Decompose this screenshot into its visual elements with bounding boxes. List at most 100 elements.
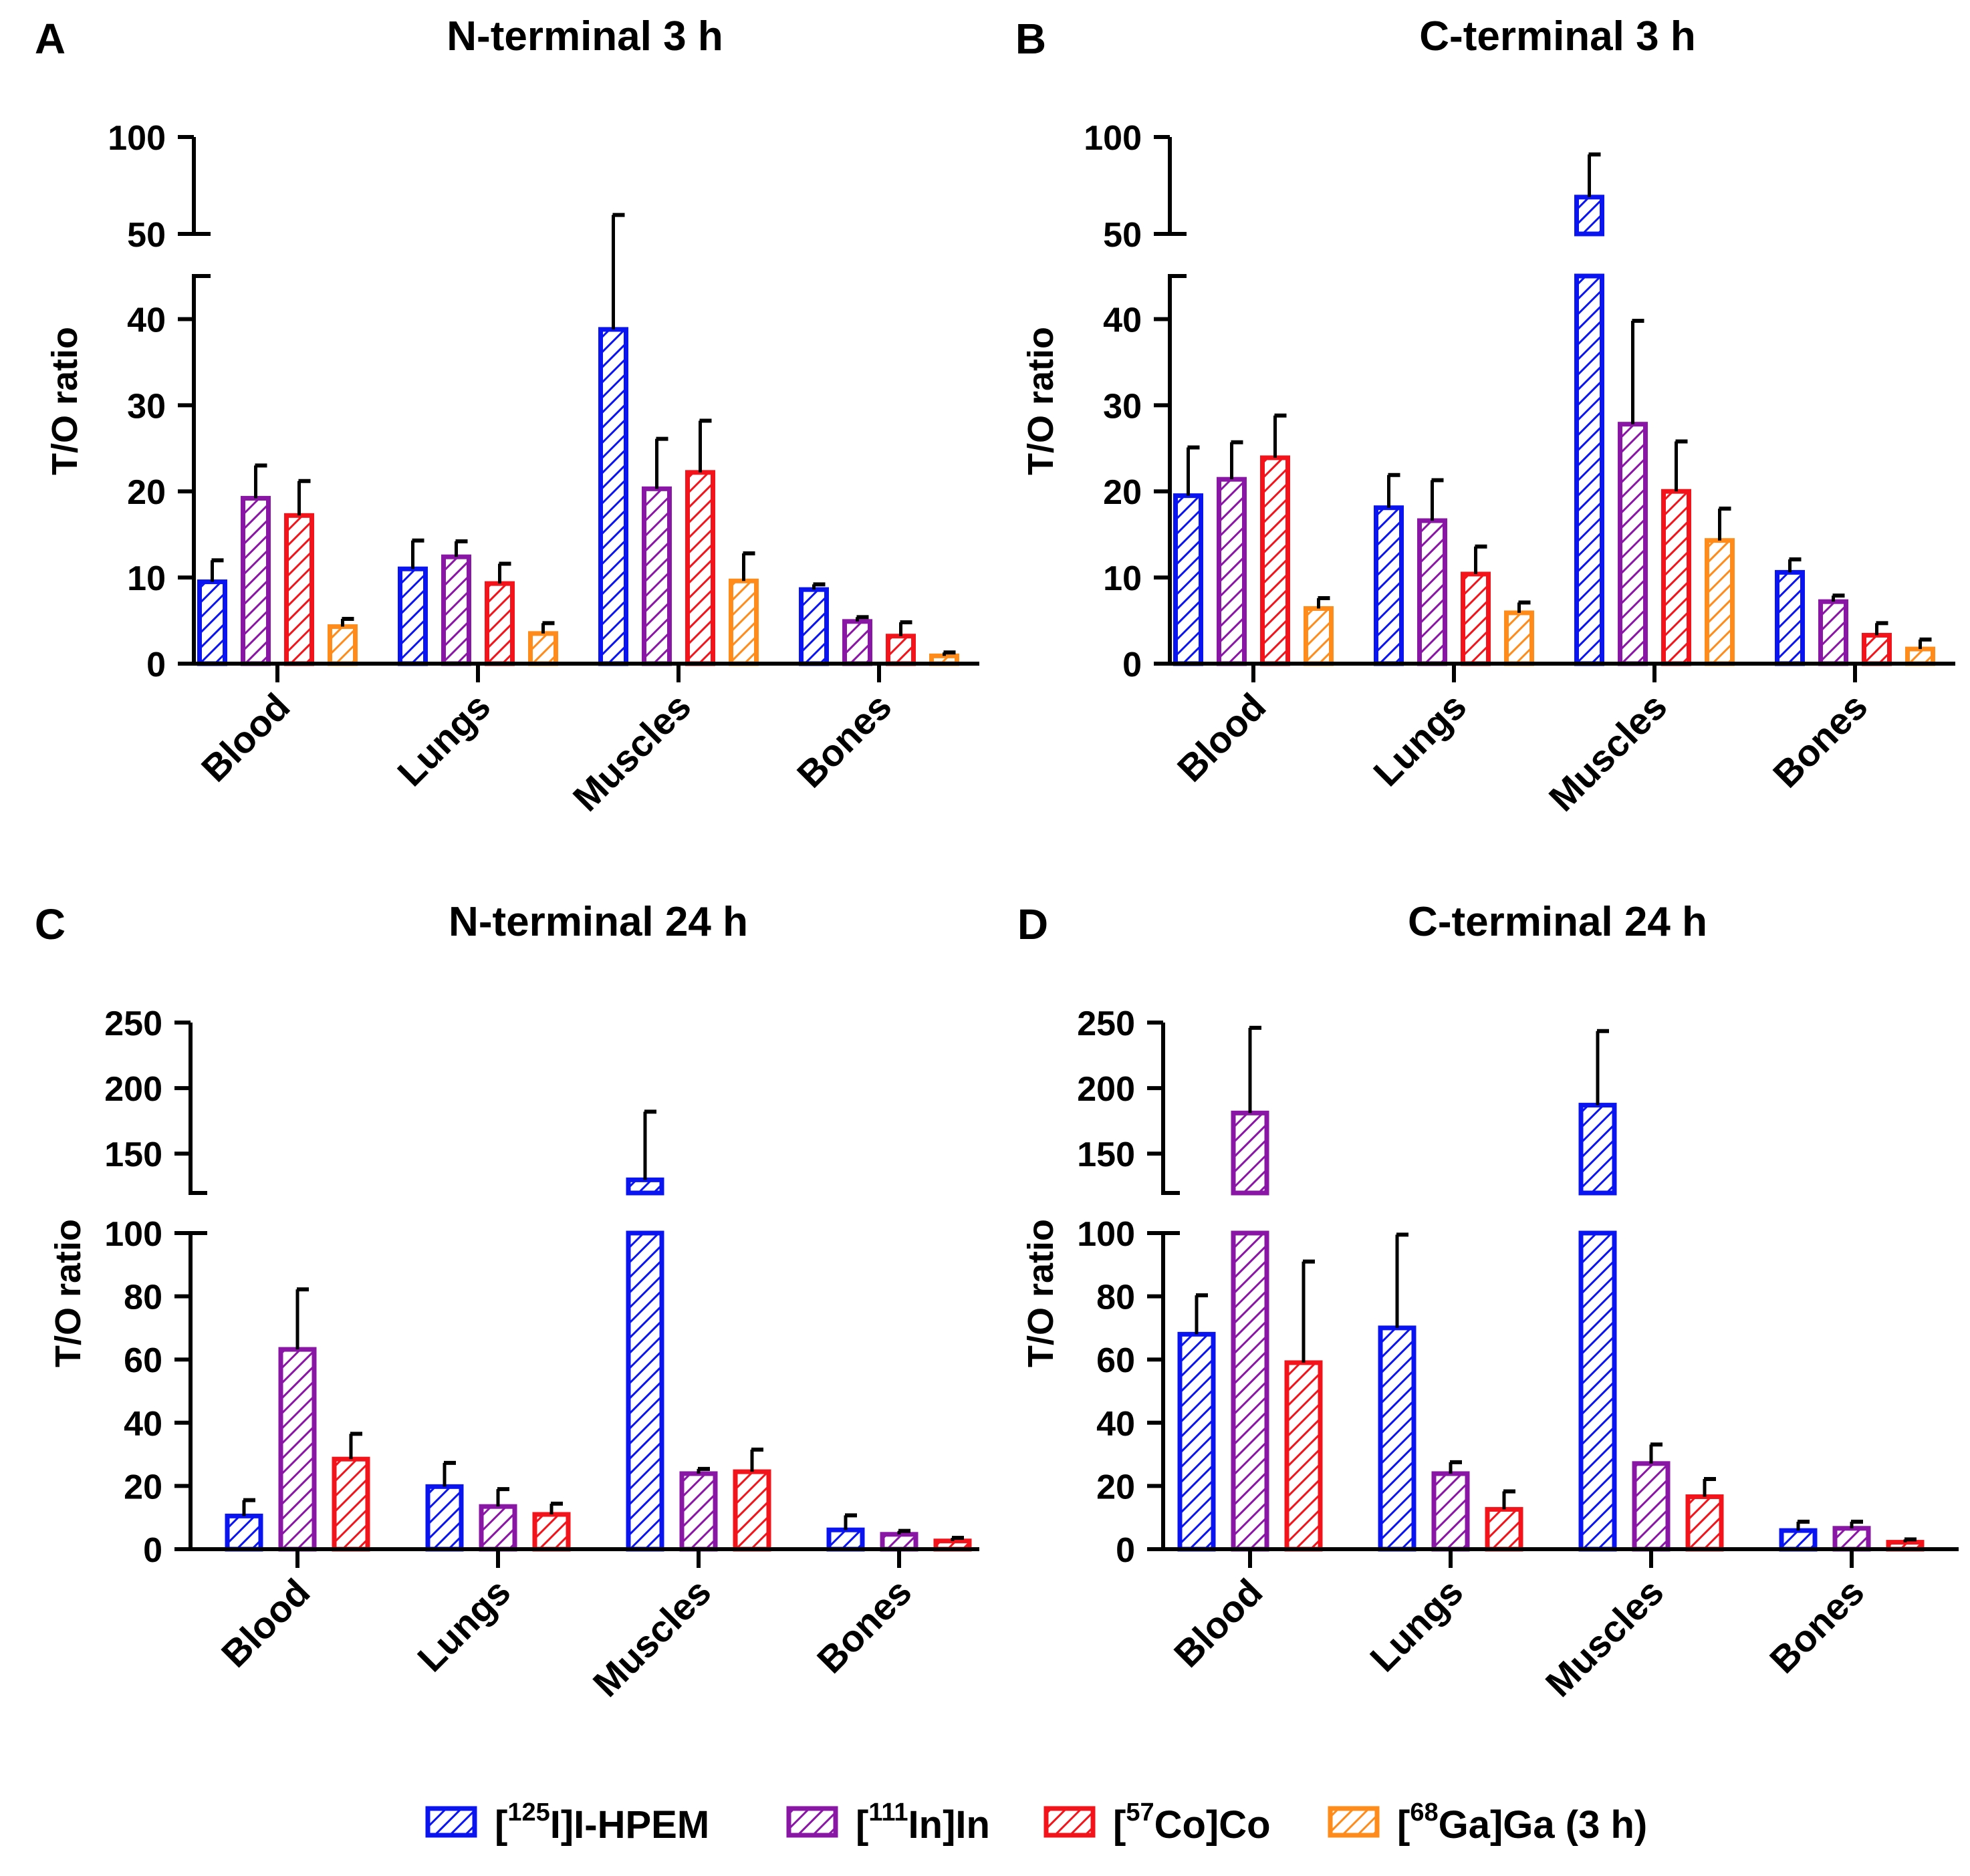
chart-panel-A: A N-terminal 3 h T/O ratio 0 10 20 30 40 50 100 Bl… <box>35 13 979 819</box>
bar-rect <box>1231 1110 1269 1196</box>
y-tick-label: 50 <box>127 216 166 255</box>
chart-title: N-terminal 24 h <box>449 899 748 945</box>
panel-letter: C <box>35 900 66 948</box>
bar-rect <box>1705 538 1735 666</box>
y-tick-label: 40 <box>124 1405 162 1444</box>
bar-rect <box>197 579 227 666</box>
y-tick-label: 150 <box>104 1135 162 1174</box>
bar-rect <box>479 1504 517 1552</box>
bar-rect <box>1818 599 1848 666</box>
bar-A-blood-s2 <box>284 479 314 666</box>
bar-B-muscles-s2 <box>1661 439 1691 666</box>
bar-B-blood-s0 <box>1173 445 1203 666</box>
axes: 0 10 20 30 40 50 100 Blood Lungs Muscles Bones <box>108 119 979 819</box>
legend-swatch <box>1328 1806 1380 1838</box>
bar-rect <box>598 327 628 666</box>
y-tick-label: 100 <box>1077 1215 1135 1254</box>
y-tick-label: 80 <box>1096 1279 1135 1317</box>
bar-rect <box>1632 1461 1671 1552</box>
bar-D-lungs-s1 <box>1431 1460 1470 1552</box>
bar-A-lungs-s2 <box>485 561 515 666</box>
bar-rect <box>278 1347 317 1552</box>
bar-C-muscles-s0 <box>626 1109 664 1552</box>
bar-B-blood-s3 <box>1304 596 1334 666</box>
bar-rect <box>1574 273 1604 666</box>
bar-B-bones-s3 <box>1905 637 1935 666</box>
axes: 0 10 20 30 40 50 100 Blood Lungs Muscles Bones <box>1084 119 1955 819</box>
legend-label: [68Ga]Ga (3 h) <box>1397 1798 1647 1847</box>
bar-rect <box>532 1512 571 1552</box>
bar-rect <box>1618 422 1648 666</box>
bar-rect <box>1779 1528 1818 1552</box>
bar-A-lungs-s0 <box>398 538 428 666</box>
y-tick-label: 80 <box>124 1279 162 1317</box>
legend-label: [111In]In <box>856 1798 990 1847</box>
bar-C-blood-s2 <box>332 1432 370 1552</box>
chart-title: C-terminal 24 h <box>1408 899 1707 945</box>
y-tick-label: 250 <box>104 1004 162 1043</box>
bar-D-blood-s0 <box>1177 1293 1216 1552</box>
bar-A-muscles-s2 <box>685 418 715 666</box>
y-tick-label: 40 <box>127 301 166 340</box>
bar-A-bones-s2 <box>886 620 916 666</box>
axes: 0 20 40 60 80 100 150 200 250 Blood Lungs Muscles Bo… <box>104 1004 979 1705</box>
bar-A-lungs-s1 <box>441 539 471 666</box>
bar-rect <box>826 1527 865 1552</box>
bar-rect <box>425 1484 464 1552</box>
panel-letter: A <box>35 15 66 63</box>
bar-rect <box>685 470 715 666</box>
y-tick-label: 20 <box>1103 473 1142 512</box>
bar-B-lungs-s3 <box>1504 600 1534 666</box>
panel-letter: D <box>1017 900 1048 948</box>
bar-C-muscles-s1 <box>679 1466 718 1552</box>
bar-A-muscles-s0 <box>598 213 628 666</box>
bar-rect <box>1578 1230 1617 1552</box>
chart-panel-B: B C-terminal 3 h T/O ratio 0 10 20 30 40 50 100 Bl… <box>1015 13 1955 819</box>
chart-title: N-terminal 3 h <box>447 13 723 59</box>
bar-rect <box>1260 455 1290 666</box>
x-tick-label-lungs: Lungs <box>389 685 498 794</box>
bar-A-blood-s0 <box>197 558 227 666</box>
bar-rect <box>398 566 428 666</box>
bar-rect <box>1173 493 1203 666</box>
y-tick-label: 10 <box>127 559 166 598</box>
bar-rect <box>626 1230 664 1552</box>
bar-rect <box>842 619 872 666</box>
bar-rect <box>1685 1494 1724 1552</box>
bar-rect <box>880 1532 918 1552</box>
bar-B-muscles-s1 <box>1618 319 1648 666</box>
bar-D-blood-s2 <box>1284 1259 1323 1552</box>
x-tick-label-muscles: Muscles <box>565 685 699 819</box>
y-tick-label: 0 <box>146 646 166 684</box>
bar-rect <box>679 1471 718 1552</box>
bar-rect <box>1578 1103 1617 1196</box>
bar-rect <box>528 631 558 666</box>
y-tick-label: 250 <box>1077 1004 1135 1043</box>
bar-A-muscles-s1 <box>642 436 672 666</box>
bar-B-bones-s1 <box>1818 593 1848 666</box>
bar-B-lungs-s2 <box>1461 544 1491 666</box>
y-tick-label: 0 <box>1122 646 1142 684</box>
bar-C-blood-s1 <box>278 1287 317 1552</box>
y-tick-label: 30 <box>1103 387 1142 426</box>
y-axis-label: T/O ratio <box>1021 327 1061 475</box>
bar-B-blood-s1 <box>1217 440 1247 666</box>
x-tick-label-muscles: Muscles <box>1541 685 1675 819</box>
bar-A-muscles-s3 <box>729 551 759 666</box>
bar-rect <box>241 496 271 666</box>
bar-rect <box>1905 646 1935 666</box>
bar-D-blood-s1 <box>1231 1025 1269 1552</box>
legend-item-1: [111In]In <box>786 1798 990 1847</box>
bar-rect <box>642 486 672 666</box>
y-axis-label: T/O ratio <box>45 327 85 475</box>
x-tick-label-lungs: Lungs <box>409 1571 518 1680</box>
bar-rect <box>1417 518 1447 666</box>
bar-A-bones-s0 <box>799 582 829 666</box>
y-tick-label: 200 <box>104 1070 162 1109</box>
bar-B-lungs-s1 <box>1417 478 1447 666</box>
chart-panel-D: D C-terminal 24 h T/O ratio 0 20 40 60 80 100 150… <box>1017 899 1959 1705</box>
bar-B-blood-s2 <box>1260 413 1290 666</box>
y-tick-label: 20 <box>1096 1468 1135 1506</box>
y-tick-label: 0 <box>1116 1531 1135 1570</box>
bar-B-muscles-s3 <box>1705 507 1735 666</box>
